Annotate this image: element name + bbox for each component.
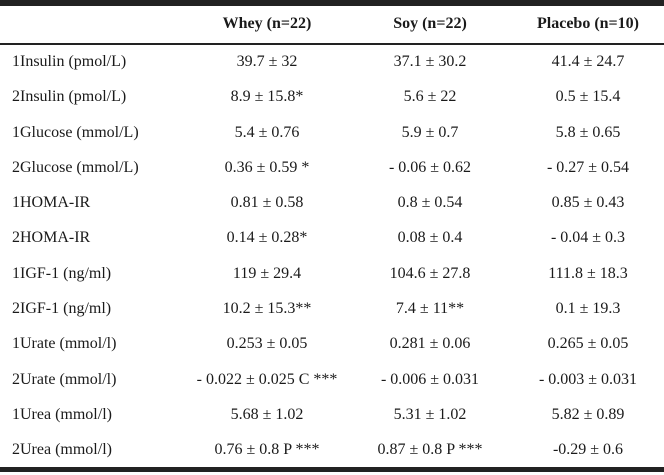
soy-value: 5.9 ± 0.7 xyxy=(401,123,459,141)
soy-value: - 0.06 ± 0.62 xyxy=(388,158,472,176)
whey-value: 0.36 ± 0.59 * xyxy=(224,158,310,176)
placebo-value: - 0.27 ± 0.54 xyxy=(546,158,630,176)
soy-value: 0.281 ± 0.06 xyxy=(389,335,471,353)
table-row: 1Insulin (pmol/L) 39.7 ± 32 37.1 ± 30.2 … xyxy=(0,45,664,80)
whey-value: - 0.022 ± 0.025 C *** xyxy=(196,370,338,388)
placebo-value: 41.4 ± 24.7 xyxy=(551,53,625,70)
table-row: 2IGF-1 (ng/ml) 10.2 ± 15.3** 7.4 ± 11** … xyxy=(0,292,664,327)
placebo-value: 0.1 ± 19.3 xyxy=(555,300,621,318)
placebo-value: 0.265 ± 0.05 xyxy=(547,335,629,353)
table-row: 2Urea (mmol/l) 0.76 ± 0.8 P *** 0.87 ± 0… xyxy=(0,433,664,468)
table-row: 1Urate (mmol/l) 0.253 ± 0.05 0.281 ± 0.0… xyxy=(0,327,664,362)
table-row: 1Glucose (mmol/L) 5.4 ± 0.76 5.9 ± 0.7 5… xyxy=(0,116,664,151)
soy-value: 5.6 ± 22 xyxy=(403,88,457,106)
soy-value: - 0.006 ± 0.031 xyxy=(380,370,480,388)
whey-value: 8.9 ± 15.8* xyxy=(230,88,304,106)
placebo-value: 0.85 ± 0.43 xyxy=(551,194,625,212)
table-body: 1Insulin (pmol/L) 39.7 ± 32 37.1 ± 30.2 … xyxy=(0,45,664,469)
table-bottom-rule xyxy=(0,467,664,472)
header-placebo: Placebo (n=10) xyxy=(537,15,639,32)
row-label: 1HOMA-IR xyxy=(12,194,91,212)
table-row: 2Glucose (mmol/L) 0.36 ± 0.59 * - 0.06 ±… xyxy=(0,151,664,186)
row-label: 1Insulin (pmol/L) xyxy=(12,53,127,70)
whey-value: 10.2 ± 15.3** xyxy=(222,300,312,318)
soy-value: 0.8 ± 0.54 xyxy=(397,194,463,212)
table-row: 2Urate (mmol/l) - 0.022 ± 0.025 C *** - … xyxy=(0,363,664,398)
placebo-value: - 0.003 ± 0.031 xyxy=(538,370,638,388)
row-label: 1Urate (mmol/l) xyxy=(12,335,117,353)
row-label: 2Glucose (mmol/L) xyxy=(12,158,139,176)
table-top-rule xyxy=(0,0,664,6)
whey-value: 39.7 ± 32 xyxy=(236,53,298,70)
placebo-value: -0.29 ± 0.6 xyxy=(552,441,624,459)
row-label: 2Urate (mmol/l) xyxy=(12,370,117,388)
row-label: 2Urea (mmol/l) xyxy=(12,441,112,459)
table-header-row: Whey (n=22) Soy (n=22) Placebo (n=10) xyxy=(0,6,664,43)
soy-value: 104.6 ± 27.8 xyxy=(389,264,471,282)
whey-value: 0.76 ± 0.8 P *** xyxy=(214,441,320,459)
row-label: 1IGF-1 (ng/ml) xyxy=(12,264,112,282)
header-soy: Soy (n=22) xyxy=(393,15,467,32)
whey-value: 119 ± 29.4 xyxy=(232,264,302,282)
placebo-value: 111.8 ± 18.3 xyxy=(548,264,628,282)
table-row: 2Insulin (pmol/L) 8.9 ± 15.8* 5.6 ± 22 0… xyxy=(0,80,664,115)
soy-value: 37.1 ± 30.2 xyxy=(393,53,467,70)
whey-value: 0.14 ± 0.28* xyxy=(226,229,308,247)
whey-value: 0.81 ± 0.58 xyxy=(230,194,304,212)
soy-value: 0.87 ± 0.8 P *** xyxy=(377,441,483,459)
row-label: 1Urea (mmol/l) xyxy=(12,405,112,423)
soy-value: 5.31 ± 1.02 xyxy=(393,405,467,423)
table-row: 2HOMA-IR 0.14 ± 0.28* 0.08 ± 0.4 - 0.04 … xyxy=(0,221,664,256)
table-row: 1HOMA-IR 0.81 ± 0.58 0.8 ± 0.54 0.85 ± 0… xyxy=(0,186,664,221)
whey-value: 5.68 ± 1.02 xyxy=(230,405,304,423)
placebo-value: 5.82 ± 0.89 xyxy=(551,405,625,423)
soy-value: 0.08 ± 0.4 xyxy=(397,229,463,247)
header-divider-rule xyxy=(0,43,664,45)
whey-value: 5.4 ± 0.76 xyxy=(234,123,300,141)
row-label: 1Glucose (mmol/L) xyxy=(12,123,139,141)
placebo-value: 5.8 ± 0.65 xyxy=(555,123,621,141)
placebo-value: 0.5 ± 15.4 xyxy=(555,88,621,106)
header-whey: Whey (n=22) xyxy=(222,15,312,32)
row-label: 2IGF-1 (ng/ml) xyxy=(12,300,112,318)
whey-value: 0.253 ± 0.05 xyxy=(226,335,308,353)
placebo-value: - 0.04 ± 0.3 xyxy=(550,229,626,247)
table-row: 1Urea (mmol/l) 5.68 ± 1.02 5.31 ± 1.02 5… xyxy=(0,398,664,433)
row-label: 2Insulin (pmol/L) xyxy=(12,88,127,106)
soy-value: 7.4 ± 11** xyxy=(395,300,465,318)
table-row: 1IGF-1 (ng/ml) 119 ± 29.4 104.6 ± 27.8 1… xyxy=(0,257,664,292)
row-label: 2HOMA-IR xyxy=(12,229,91,247)
